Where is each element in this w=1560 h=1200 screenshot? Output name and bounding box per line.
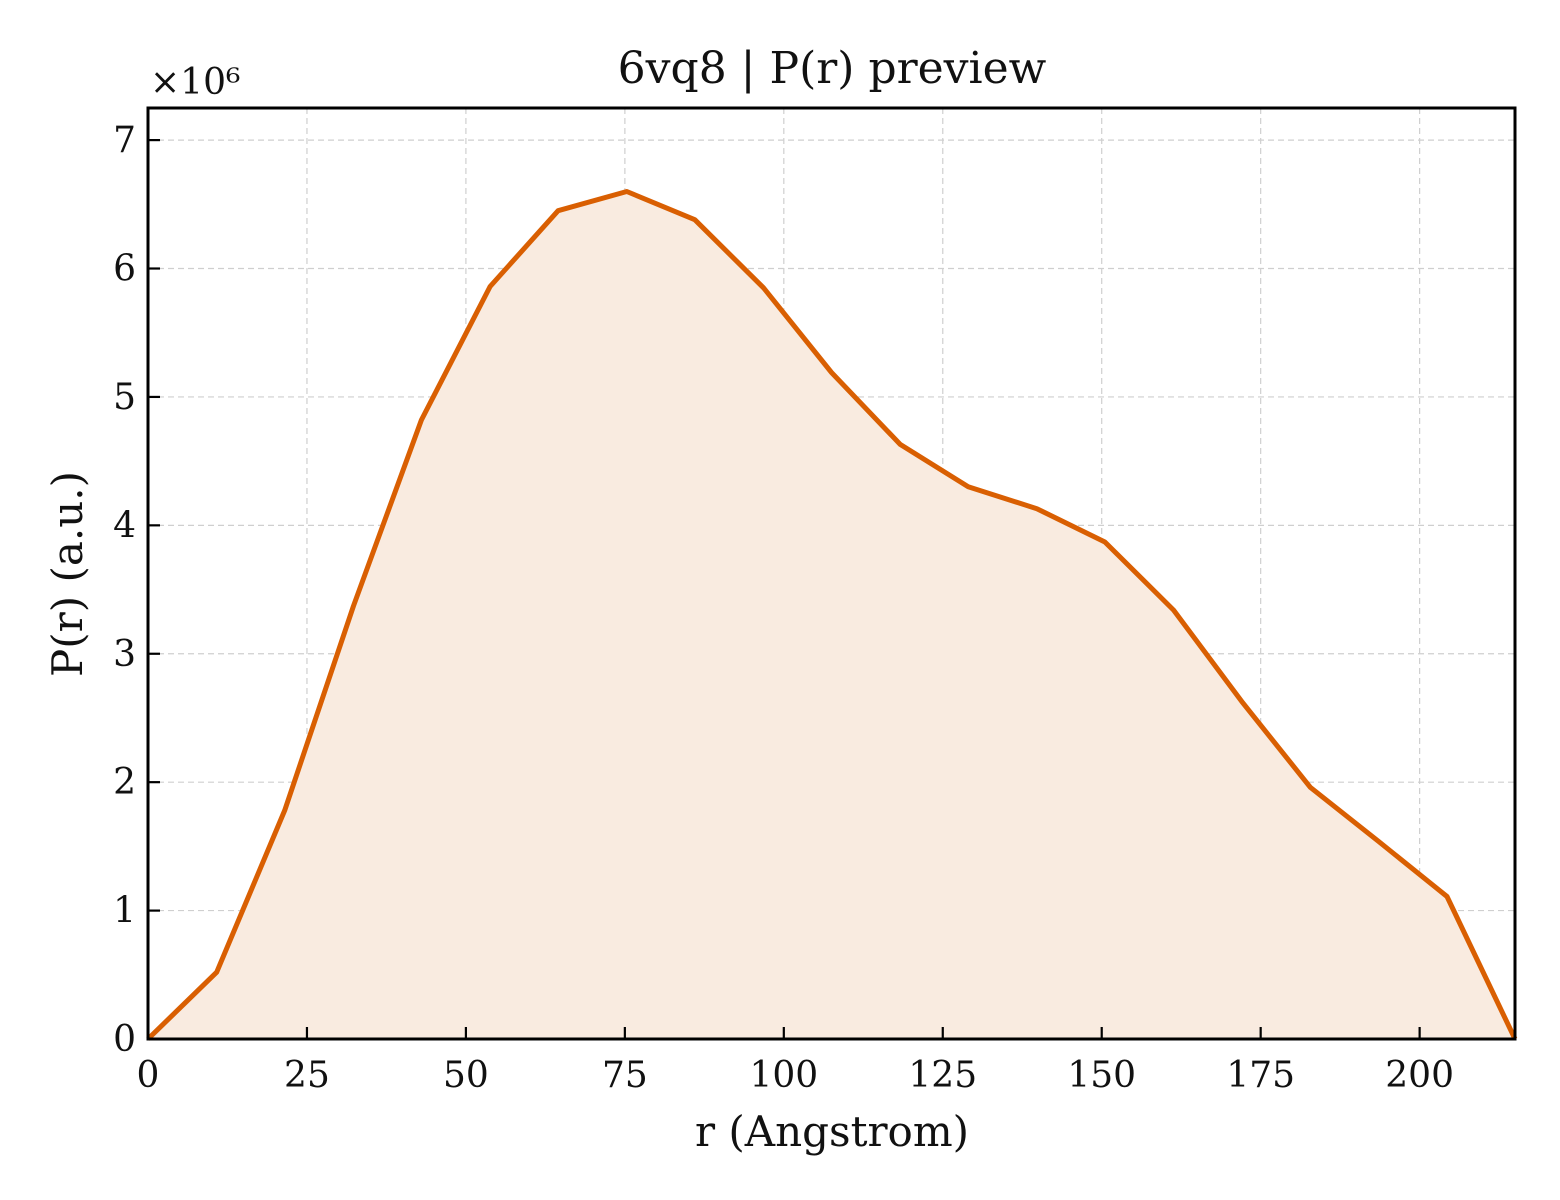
- x-tick-label: 50: [443, 1055, 489, 1096]
- x-tick-label: 175: [1226, 1055, 1295, 1096]
- y-axis-title: P(r) (a.u.): [43, 471, 92, 677]
- y-tick-label: 5: [113, 377, 136, 418]
- y-tick-label: 6: [113, 249, 136, 290]
- y-tick-label: 1: [113, 891, 136, 932]
- y-axis-multiplier: ×10⁶: [150, 62, 240, 103]
- y-tick-label: 7: [113, 120, 136, 161]
- x-tick-label: 100: [749, 1055, 818, 1096]
- axis-ticks: [146, 139, 1421, 1041]
- plot-frame: [146, 106, 1517, 1041]
- pr-series-line: [146, 189, 1518, 1041]
- x-axis-title: r (Angstrom): [695, 1107, 969, 1156]
- pr-area-fill: [148, 191, 1515, 1039]
- y-tick-label: 0: [113, 1019, 136, 1060]
- x-tick-label: 0: [137, 1055, 160, 1096]
- x-tick-label: 125: [908, 1055, 977, 1096]
- x-tick-label: 75: [602, 1055, 648, 1096]
- x-tick-label: 25: [284, 1055, 330, 1096]
- tick-labels: 0 25 50 75 100 125 150 175 200 0 1 2 3 4 5 6 7: [113, 120, 1454, 1096]
- y-tick-label: 3: [113, 634, 136, 675]
- x-tick-label: 150: [1067, 1055, 1136, 1096]
- y-tick-label: 2: [113, 762, 136, 803]
- chart-title: 6vq8 | P(r) preview: [618, 43, 1047, 94]
- y-tick-label: 4: [113, 505, 136, 546]
- x-tick-label: 200: [1385, 1055, 1454, 1096]
